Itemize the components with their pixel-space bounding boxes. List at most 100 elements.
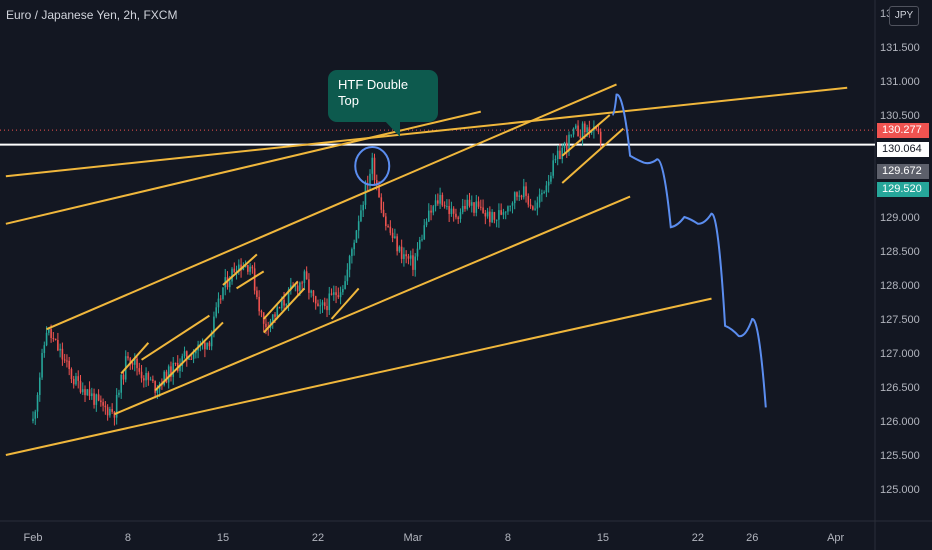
candle-body: [561, 147, 564, 160]
candle-body: [443, 205, 446, 207]
candle-body: [299, 282, 301, 292]
candle-body: [357, 221, 360, 231]
candle-body: [385, 216, 387, 227]
candle-body: [156, 389, 159, 393]
y-tick-label: 130.500: [880, 110, 920, 122]
candle-body: [217, 298, 220, 308]
candle-body: [348, 256, 351, 270]
candle-body: [45, 332, 48, 346]
candle-body: [118, 392, 120, 395]
candle-body: [427, 210, 430, 222]
channel-segment: [262, 280, 299, 320]
candle-body: [100, 400, 102, 403]
candle-body: [342, 288, 344, 293]
candle-body: [552, 160, 554, 176]
x-tick-label: 22: [692, 532, 704, 544]
candle-body: [206, 342, 208, 350]
price-badge-level-text: 130.064: [882, 143, 922, 155]
candle-body: [104, 405, 107, 408]
x-tick-label: 26: [746, 532, 758, 544]
candle-body: [328, 293, 331, 311]
candle-body: [534, 208, 536, 210]
candle-body: [111, 409, 113, 412]
annotation-line-2: Top: [338, 93, 359, 108]
candle-body: [140, 371, 143, 379]
candle-body: [335, 292, 337, 296]
candle-body: [133, 358, 136, 365]
y-tick-label: 126.500: [880, 382, 920, 394]
y-tick-label: 129.000: [880, 212, 920, 224]
candle-body: [355, 230, 358, 243]
candle-body: [185, 351, 188, 360]
candle-body: [77, 376, 80, 381]
channel-segment: [236, 270, 265, 290]
candle-body: [459, 212, 462, 219]
candle-body: [326, 305, 328, 311]
candle-body: [274, 314, 276, 317]
candle-body: [188, 358, 190, 360]
candle-body: [532, 206, 534, 210]
candle-body: [586, 127, 588, 133]
candle-body: [373, 157, 376, 181]
candle-body: [323, 302, 326, 306]
candle-body: [416, 248, 419, 257]
trend-line: [5, 110, 482, 225]
trend-line: [46, 83, 617, 331]
candle-body: [294, 285, 297, 287]
candle-body: [163, 371, 165, 386]
candle-body: [167, 366, 170, 383]
y-tick-label: 131.000: [880, 76, 920, 88]
annotation-callout[interactable]: HTF Double Top: [328, 70, 438, 122]
channel-segment: [154, 321, 224, 392]
candle-body: [375, 180, 378, 186]
candle-body: [398, 246, 401, 252]
candle-body: [195, 350, 197, 354]
candle-body: [457, 217, 459, 219]
candle-body: [572, 128, 575, 135]
y-tick-label: 128.500: [880, 246, 920, 258]
candle-body: [190, 358, 193, 360]
candle-body: [400, 246, 403, 259]
candle-body: [554, 159, 557, 161]
candle-body: [482, 207, 484, 213]
candle-body: [138, 368, 141, 372]
candle-body: [538, 194, 541, 203]
channel-segment: [120, 342, 150, 375]
price-badge-high-text: 129.672: [882, 165, 922, 177]
candle-body: [529, 204, 532, 207]
candle-body: [380, 197, 383, 210]
x-tick-label: 15: [597, 532, 609, 544]
candle-body: [109, 409, 111, 416]
candle-body: [493, 212, 496, 220]
candle-body: [437, 200, 439, 204]
candle-body: [120, 374, 123, 393]
y-tick-label: 127.000: [880, 348, 920, 360]
x-tick-label: Mar: [403, 532, 422, 544]
candle-body: [394, 236, 396, 239]
candle-body: [351, 249, 353, 257]
candle-body: [61, 348, 64, 360]
price-badge-last: 130.277: [877, 123, 929, 138]
candle-body: [93, 393, 95, 405]
trend-line: [114, 195, 631, 416]
candle-body: [480, 206, 482, 208]
candle-body: [391, 232, 394, 239]
x-tick-label: Feb: [24, 532, 43, 544]
candle-body: [584, 123, 586, 133]
candle-body: [337, 295, 340, 298]
currency-button[interactable]: JPY: [889, 6, 919, 26]
candle-body: [319, 305, 322, 307]
candle-body: [165, 371, 168, 383]
candle-body: [362, 204, 365, 211]
candle-body: [484, 212, 487, 217]
candle-body: [378, 185, 380, 198]
candle-body: [54, 338, 57, 341]
candle-body: [414, 256, 417, 270]
candle-body: [301, 282, 303, 284]
candle-body: [473, 202, 475, 213]
candle-body: [310, 290, 312, 293]
y-tick-label: 127.500: [880, 314, 920, 326]
candle-body: [412, 255, 414, 270]
candle-body: [79, 380, 82, 393]
